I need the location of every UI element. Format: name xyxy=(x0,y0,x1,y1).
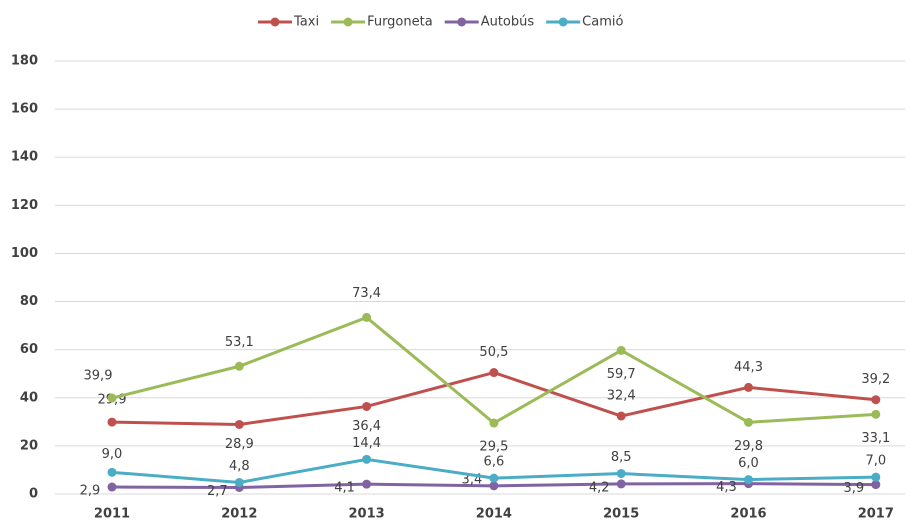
data-label: 4,3 xyxy=(716,480,737,495)
legend-marker xyxy=(270,17,280,27)
data-point xyxy=(871,395,881,405)
data-label: 4,8 xyxy=(229,459,250,474)
y-tick-label: 120 xyxy=(11,198,38,213)
data-point xyxy=(107,393,117,403)
data-label: 3,9 xyxy=(843,481,864,496)
y-tick-label: 100 xyxy=(11,246,38,261)
data-point xyxy=(234,361,244,371)
data-label: 4,1 xyxy=(334,481,355,496)
data-label: 44,3 xyxy=(734,360,763,375)
data-point xyxy=(871,472,881,482)
data-point xyxy=(871,480,881,490)
x-tick-label: 2014 xyxy=(476,507,512,522)
legend-marker xyxy=(457,17,467,27)
y-tick-label: 0 xyxy=(29,487,38,502)
data-point xyxy=(489,481,499,491)
data-label: 29,5 xyxy=(479,440,508,455)
x-tick-label: 2016 xyxy=(730,507,766,522)
data-point xyxy=(616,345,626,355)
data-label: 39,9 xyxy=(84,369,113,384)
data-point xyxy=(107,467,117,477)
y-tick-label: 20 xyxy=(20,438,38,453)
data-label: 28,9 xyxy=(225,437,254,452)
legend-label: Furgoneta xyxy=(367,15,433,30)
data-label: 73,4 xyxy=(352,286,381,301)
data-point xyxy=(616,469,626,479)
x-tick-label: 2013 xyxy=(349,507,385,522)
legend-marker xyxy=(558,17,568,27)
data-point xyxy=(362,479,372,489)
data-label: 33,1 xyxy=(861,431,890,446)
y-tick-label: 40 xyxy=(20,390,38,405)
data-label: 29,8 xyxy=(734,439,763,454)
data-label: 36,4 xyxy=(352,419,381,434)
data-point xyxy=(362,312,372,322)
x-tick-label: 2012 xyxy=(221,507,257,522)
data-point xyxy=(234,419,244,429)
legend-label: Camió xyxy=(582,15,623,30)
data-point xyxy=(362,454,372,464)
data-label: 4,2 xyxy=(589,480,610,495)
data-label: 2,7 xyxy=(207,484,228,499)
data-point xyxy=(107,417,117,427)
data-label: 39,2 xyxy=(861,372,890,387)
data-label: 53,1 xyxy=(225,335,254,350)
data-point xyxy=(744,382,753,392)
data-point xyxy=(362,401,372,411)
data-label: 32,4 xyxy=(607,389,636,404)
x-tick-label: 2011 xyxy=(94,507,130,522)
y-tick-label: 180 xyxy=(11,54,38,69)
data-label: 8,5 xyxy=(611,450,632,465)
series-line xyxy=(111,370,876,426)
data-point xyxy=(489,368,499,378)
x-tick-label: 2017 xyxy=(858,507,894,522)
data-label: 6,0 xyxy=(738,456,759,471)
y-tick-label: 160 xyxy=(11,102,38,117)
legend-label: Autobús xyxy=(481,15,535,30)
data-point xyxy=(744,417,753,427)
data-point xyxy=(871,409,881,419)
y-tick-label: 80 xyxy=(20,294,38,309)
data-point xyxy=(489,418,499,428)
data-point xyxy=(744,475,753,485)
data-label: 6,6 xyxy=(484,455,505,470)
data-point xyxy=(107,482,117,492)
data-label: 14,4 xyxy=(352,436,381,451)
legend-marker xyxy=(343,17,353,27)
y-tick-label: 60 xyxy=(20,342,38,357)
data-label: 9,0 xyxy=(102,447,123,462)
data-label: 2,9 xyxy=(80,484,101,499)
data-point xyxy=(616,479,626,489)
data-label: 50,5 xyxy=(479,345,508,360)
data-point xyxy=(616,411,626,421)
x-tick-label: 2015 xyxy=(603,507,639,522)
data-label: 7,0 xyxy=(865,454,886,469)
data-label: 59,7 xyxy=(607,367,636,382)
data-point xyxy=(489,473,499,483)
legend-label: Taxi xyxy=(293,15,319,30)
y-tick-label: 140 xyxy=(11,150,38,165)
data-point xyxy=(234,477,244,487)
